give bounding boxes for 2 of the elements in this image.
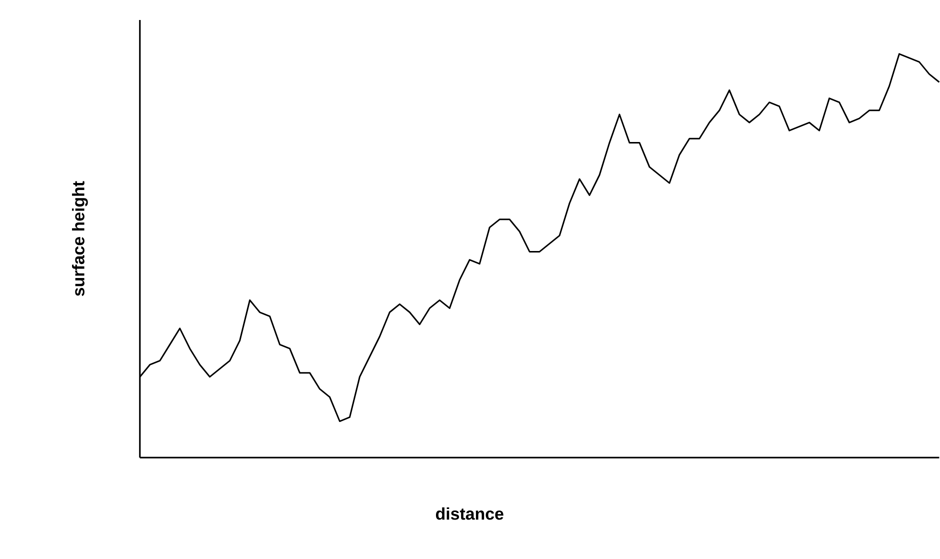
y-axis-title: surface height: [72, 181, 88, 296]
x-axis-title: distance: [436, 508, 504, 520]
